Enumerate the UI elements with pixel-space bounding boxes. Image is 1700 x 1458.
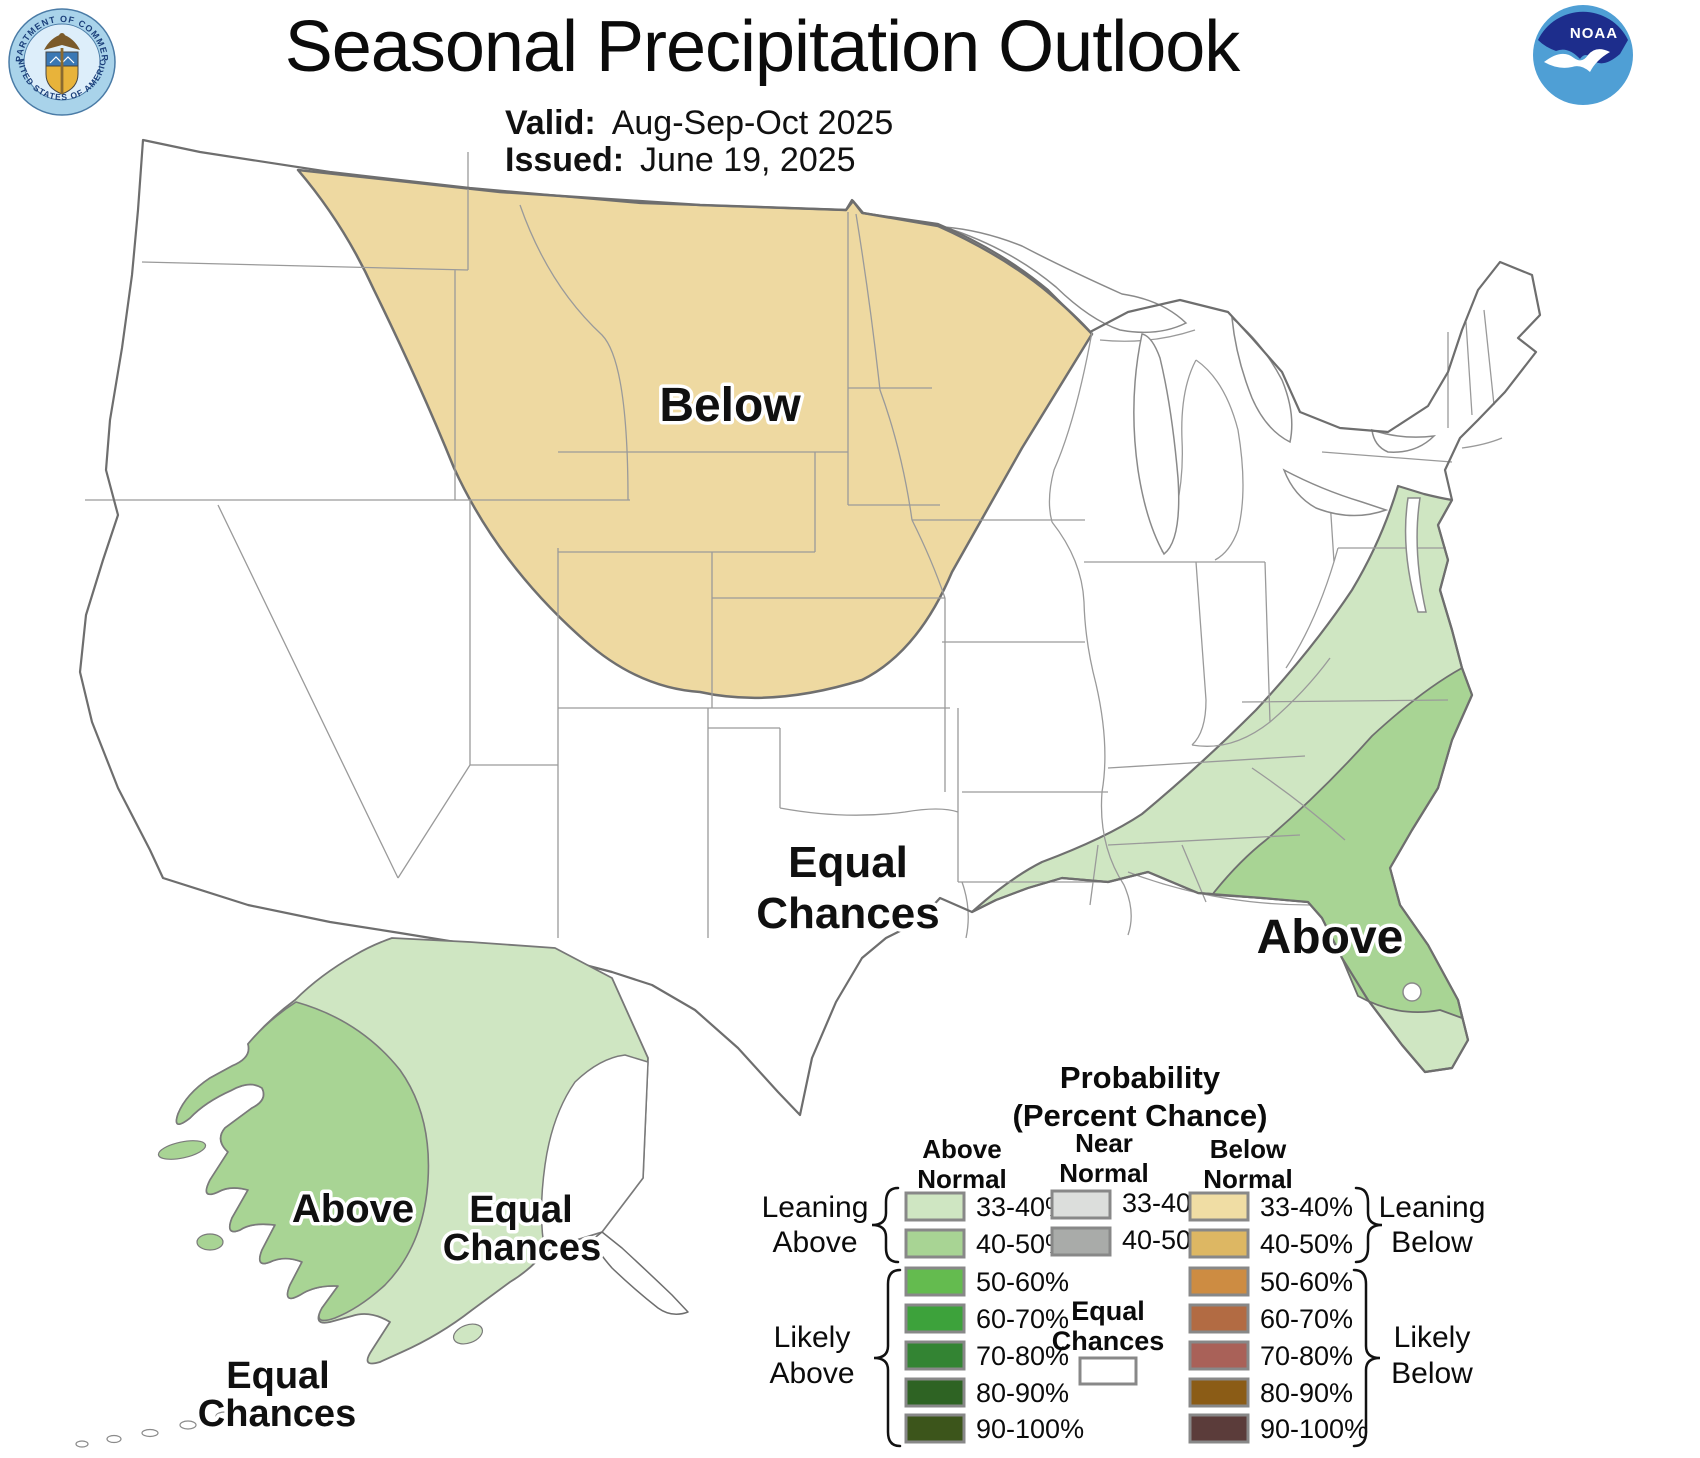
noaa-seagull-icon [1544,49,1610,72]
brace-likely-below [1352,1268,1381,1448]
swatch-below-90-100 [1188,1413,1250,1444]
seal-eagle-icon [44,33,80,50]
swatch-above-60-70 [904,1303,966,1334]
label-above: Above [1257,911,1404,964]
range-above-6: 90-100% [976,1414,1084,1444]
map-labels: Below Equal Chances Above Above Equal Ch… [194,376,1407,1439]
legend-below-column [1188,1191,1250,1444]
label-alaska-sw-equal-line2: Chances [198,1393,356,1435]
swatch-below-33-40 [1188,1191,1250,1222]
swatch-below-40-50 [1188,1228,1250,1259]
aleutian-islands [75,1411,235,1448]
noaa-wordmark: NOAA [1570,25,1618,42]
swatch-below-80-90 [1188,1377,1250,1408]
kodiak-island [452,1323,484,1345]
legend-col-below-line1: Below [1210,1134,1287,1164]
swatch-above-40-50 [904,1228,966,1259]
swatch-above-50-60 [904,1266,966,1297]
swatch-below-70-80 [1188,1340,1250,1371]
conus-map [78,138,1542,1117]
leaning-above-line1: Leaning [762,1191,869,1224]
alaska-panhandle [591,1231,689,1315]
legend-near-column [1050,1189,1112,1257]
lake-superior [943,226,1188,334]
likely-above-line1: Likely [774,1321,851,1354]
noaa-logo: NOAA [1533,5,1633,105]
label-alaska-equal-line1: Equal [469,1189,572,1231]
legend-col-above-line1: Above [922,1134,1001,1164]
swatch-above-80-90 [904,1377,966,1408]
swatch-below-50-60 [1188,1266,1250,1297]
state-borders [85,152,1503,939]
seal-shield-icon [45,48,79,95]
legend-title-line1: Probability [1060,1060,1221,1095]
legend-col-near-line2: Normal [1059,1158,1149,1188]
range-below-5: 80-90% [1260,1378,1353,1408]
range-above-2: 50-60% [976,1267,1069,1297]
brace-likely-above [873,1268,902,1448]
region-below-normal [296,168,1094,700]
swatch-above-70-80 [904,1340,966,1371]
legend-above-column [904,1191,966,1444]
lake-okeechobee [1402,982,1422,1002]
range-above-4: 70-80% [976,1341,1069,1371]
brace-leaning-above [871,1186,900,1264]
range-below-6: 90-100% [1260,1414,1368,1444]
swatch-near-33-40 [1050,1189,1112,1220]
legend-equal-line1: Equal [1071,1296,1145,1326]
leaning-below-line2: Below [1391,1226,1473,1259]
leaning-below-line1: Leaning [1379,1191,1486,1224]
likely-below-line2: Below [1391,1357,1473,1390]
label-equal-chances-line1: Equal [788,838,908,887]
range-below-1: 40-50% [1260,1229,1353,1259]
lake-ontario [1371,428,1437,453]
region-above-normal-core [1211,667,1473,1019]
legend-col-below-line2: Normal [1203,1164,1293,1194]
legend-below-range-labels: 33-40% 40-50% 50-60% 60-70% 70-80% 80-90… [1260,1192,1368,1444]
swatch-near-40-50 [1050,1226,1112,1257]
range-above-3: 60-70% [976,1304,1069,1334]
label-equal-chances-line2: Chances [756,889,939,938]
legend-col-near-line1: Near [1075,1128,1133,1158]
legend: Probability (Percent Chance) Above Norma… [762,1060,1486,1448]
range-below-4: 70-80% [1260,1341,1353,1371]
label-alaska-sw-equal-line1: Equal [226,1355,329,1397]
range-below-3: 60-70% [1260,1304,1353,1334]
likely-below-line1: Likely [1394,1321,1471,1354]
lake-michigan [1133,333,1180,556]
swatch-above-90-100 [904,1413,966,1444]
range-below-0: 33-40% [1260,1192,1353,1222]
commerce-seal: DEPARTMENT OF COMMERCE UNITED STATES OF … [6,6,116,116]
lake-erie [1282,468,1389,517]
nunivak-island [196,1233,224,1251]
alaska-above-core [175,1001,430,1322]
legend-side-labels: Leaning Above Likely Above Leaning Below… [762,1191,1486,1390]
leaning-above-line2: Above [772,1226,857,1259]
legend-equal-line2: Chances [1052,1326,1165,1356]
page-title: Seasonal Precipitation Outlook [284,7,1241,87]
label-below: Below [659,379,801,432]
legend-above-range-labels: 33-40% 40-50% 50-60% 60-70% 70-80% 80-90… [976,1192,1084,1444]
label-alaska-above: Above [292,1187,414,1231]
legend-col-above-line2: Normal [917,1164,1007,1194]
alaska-inset [75,937,689,1448]
swatch-below-60-70 [1188,1303,1250,1334]
st-lawrence-island [157,1140,207,1160]
swatch-above-33-40 [904,1191,966,1222]
likely-above-line2: Above [769,1357,854,1390]
brace-leaning-below [1354,1186,1383,1264]
label-alaska-equal-line2: Chances [443,1227,601,1269]
range-below-2: 50-60% [1260,1267,1353,1297]
alaska-equal-chances-wedge [540,1054,649,1253]
legend-title-line2: (Percent Chance) [1013,1098,1268,1133]
swatch-equal-chances [1078,1356,1138,1386]
chesapeake-bay [1404,497,1427,613]
range-above-5: 80-90% [976,1378,1069,1408]
